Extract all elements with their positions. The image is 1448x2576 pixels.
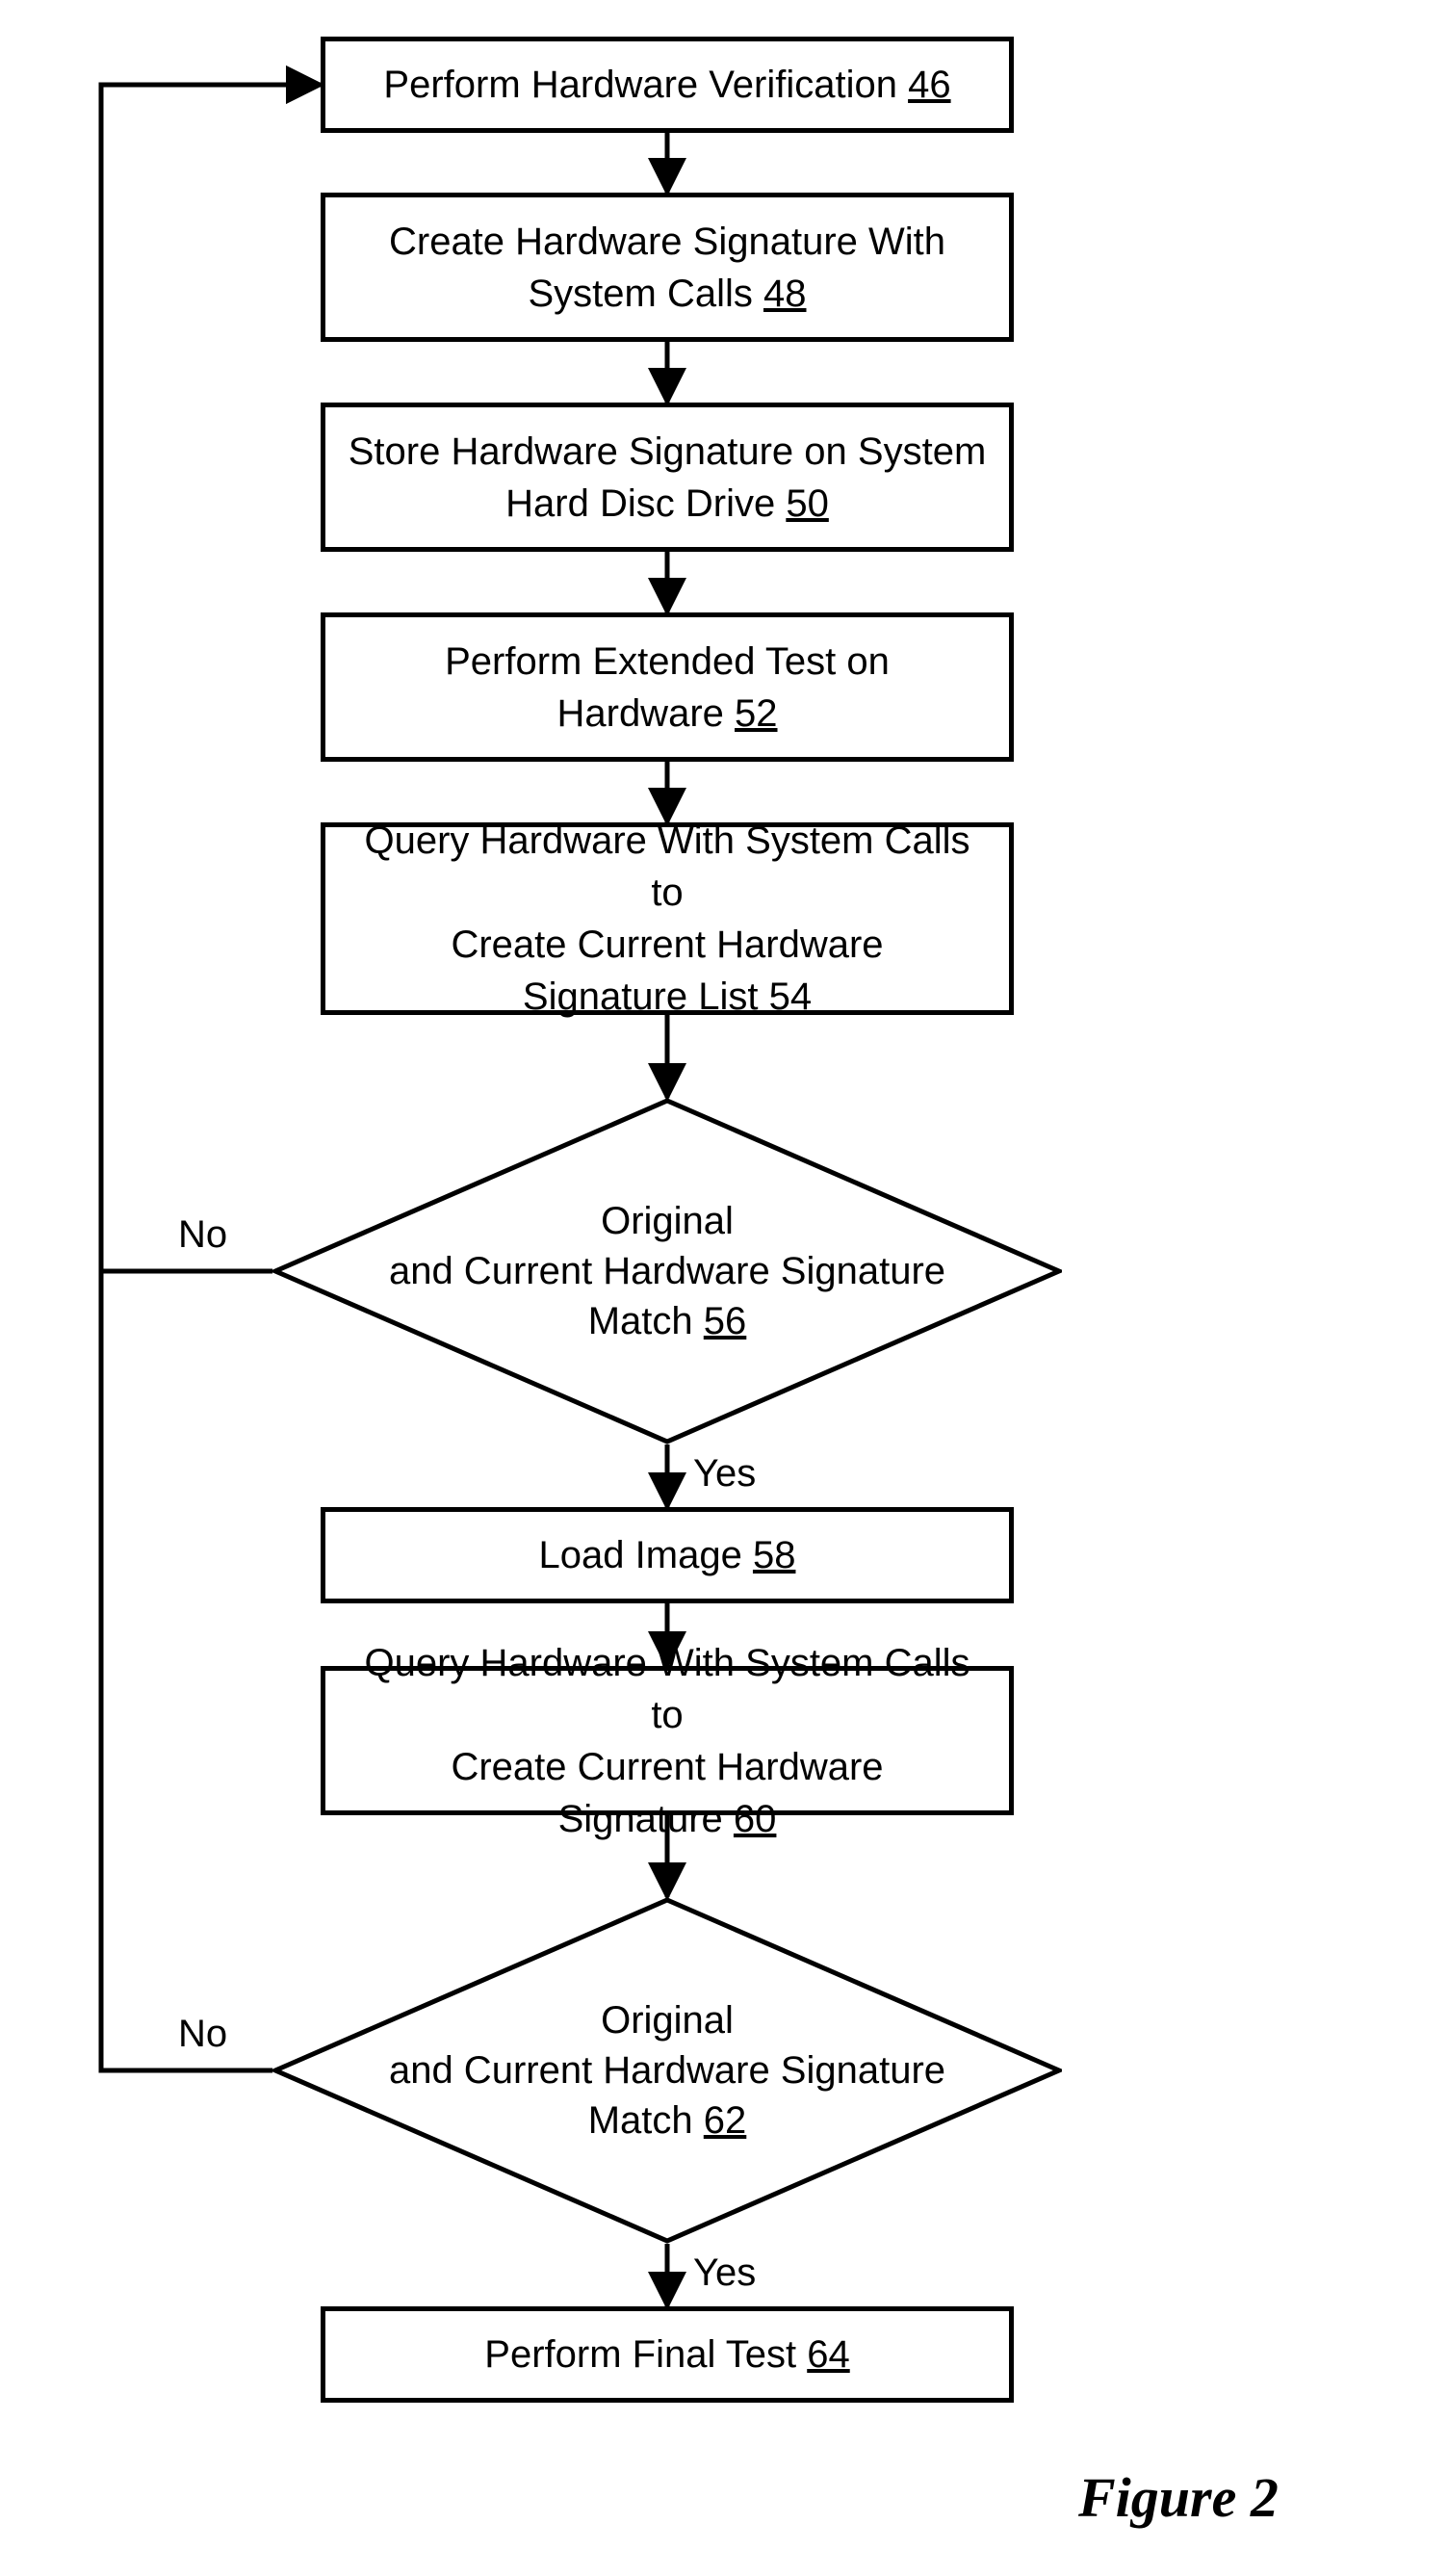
box-text: Load Image 58 xyxy=(539,1529,796,1581)
process-box-54: Query Hardware With System Calls to Crea… xyxy=(321,822,1014,1015)
process-box-48: Create Hardware Signature With System Ca… xyxy=(321,193,1014,342)
box-text: Query Hardware With System Calls to Crea… xyxy=(345,1637,990,1845)
process-box-46: Perform Hardware Verification 46 xyxy=(321,37,1014,133)
box-text: Create Hardware Signature With System Ca… xyxy=(389,216,945,320)
diamond-text: Original and Current Hardware Signature … xyxy=(389,1196,945,1346)
diamond-text: Original and Current Hardware Signature … xyxy=(389,1995,945,2146)
process-box-60: Query Hardware With System Calls to Crea… xyxy=(321,1666,1014,1815)
process-box-58: Load Image 58 xyxy=(321,1507,1014,1603)
box-text: Perform Final Test 64 xyxy=(484,2329,849,2381)
label-no-62: No xyxy=(178,2013,227,2056)
decision-diamond-62: Original and Current Hardware Signature … xyxy=(272,1897,1062,2244)
process-box-64: Perform Final Test 64 xyxy=(321,2306,1014,2403)
box-text: Perform Extended Test on Hardware 52 xyxy=(445,636,890,740)
process-box-52: Perform Extended Test on Hardware 52 xyxy=(321,612,1014,762)
box-text: Store Hardware Signature on System Hard … xyxy=(349,426,987,530)
process-box-50: Store Hardware Signature on System Hard … xyxy=(321,403,1014,552)
label-yes-56: Yes xyxy=(693,1452,756,1496)
decision-diamond-56: Original and Current Hardware Signature … xyxy=(272,1098,1062,1444)
label-no-56: No xyxy=(178,1213,227,1257)
label-yes-62: Yes xyxy=(693,2251,756,2295)
box-text: Perform Hardware Verification 46 xyxy=(383,59,950,111)
box-text: Query Hardware With System Calls to Crea… xyxy=(345,815,990,1023)
figure-caption: Figure 2 xyxy=(1078,2465,1279,2530)
flowchart-canvas: Perform Hardware Verification 46 Create … xyxy=(0,0,1448,2576)
